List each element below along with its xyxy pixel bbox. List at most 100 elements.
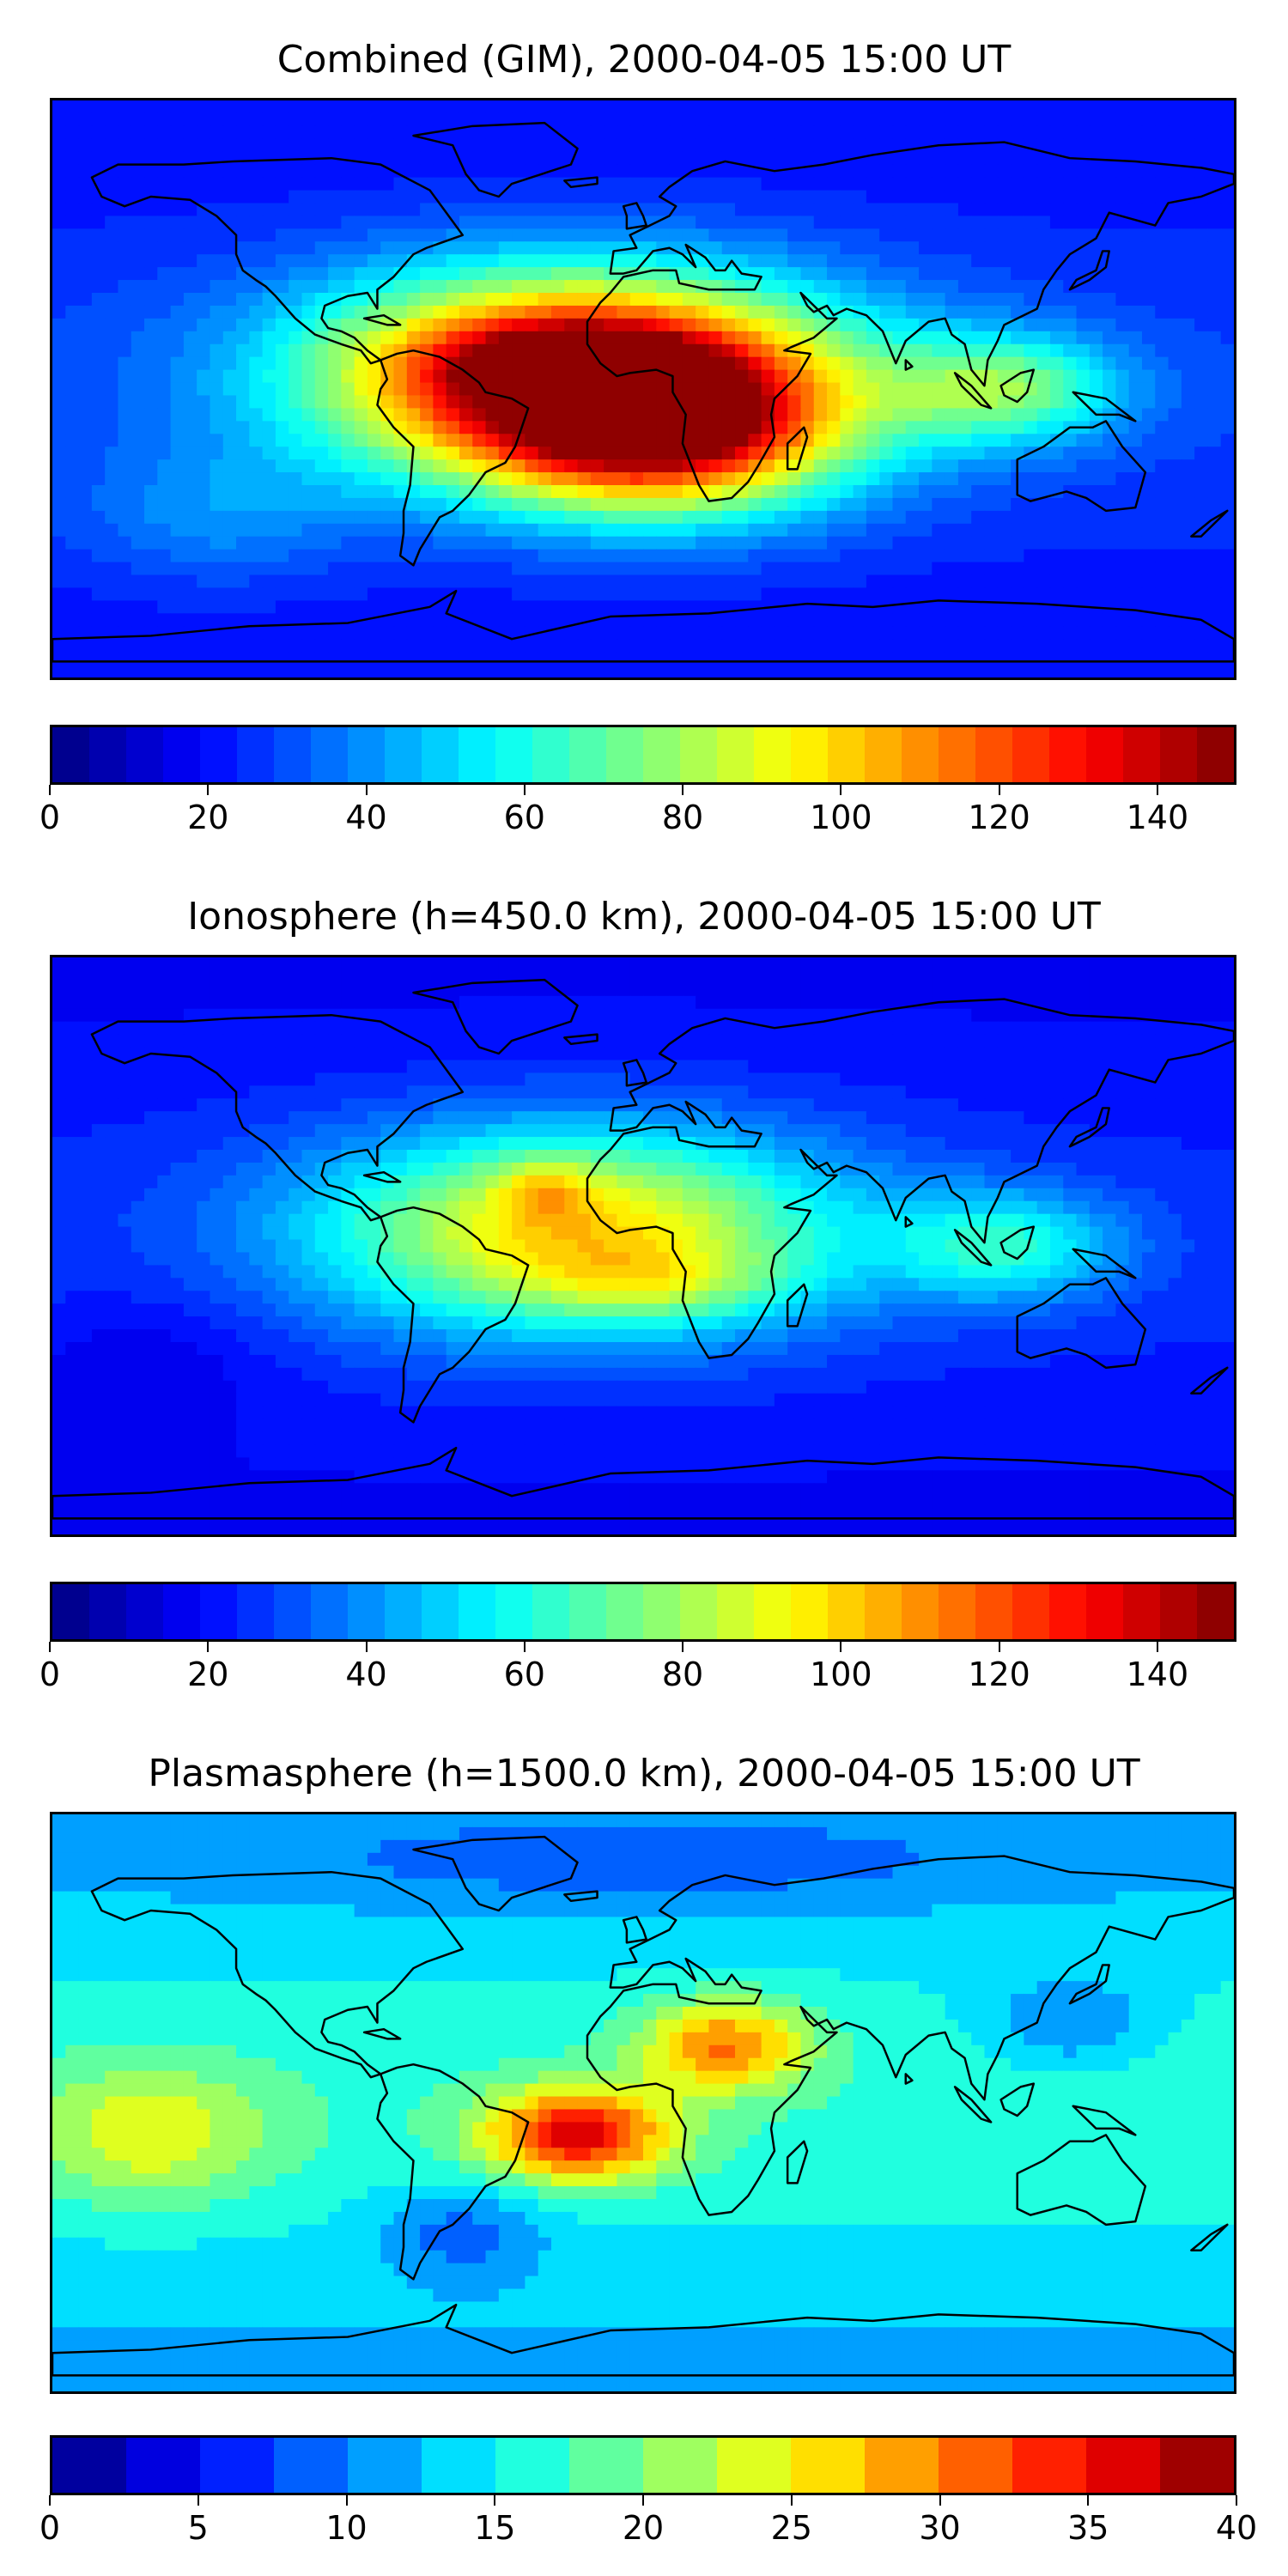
- colorbar-tick-label: 140: [1126, 1656, 1189, 1693]
- colorbar-segment: [385, 727, 422, 782]
- coastlines: [52, 121, 1234, 663]
- colorbar-segment: [791, 727, 828, 782]
- coastline: [563, 176, 598, 189]
- coastline: [586, 141, 1234, 502]
- field-cells: [52, 100, 1234, 677]
- colorbar-segment: [532, 1584, 569, 1639]
- colorbar-segment: [126, 2438, 200, 2493]
- colorbar-segment: [200, 2438, 274, 2493]
- panel-title-combined: Combined (GIM), 2000-04-05 15:00 UT: [276, 38, 1012, 82]
- colorbar-tick: [1156, 1642, 1158, 1652]
- coastline: [1068, 1964, 1110, 2005]
- field-cells: [52, 1814, 1234, 2391]
- coastline: [1016, 1277, 1147, 1370]
- colorbar-segment: [52, 727, 89, 782]
- coastline: [999, 1225, 1036, 1261]
- coastline: [1068, 1107, 1110, 1148]
- coastline: [1072, 1248, 1137, 1279]
- map-svg-plasmasphere: [52, 1814, 1234, 2391]
- coastline: [376, 349, 530, 567]
- colorbar-segment: [385, 1584, 422, 1639]
- colorbar-tick: [998, 785, 1000, 795]
- colorbar-segment: [939, 2438, 1012, 2493]
- colorbar-segment: [939, 727, 975, 782]
- colorbar-tick: [939, 2495, 941, 2506]
- colorbar-segment: [422, 1584, 459, 1639]
- colorbar-tick-label: 0: [39, 799, 61, 836]
- coastline: [52, 1446, 1234, 1520]
- coastline: [953, 2086, 993, 2123]
- colorbar-segment: [865, 1584, 902, 1639]
- coastline: [412, 121, 579, 198]
- map-svg-ionosphere: [52, 957, 1234, 1534]
- colorbar-tick-label: 10: [325, 2509, 368, 2547]
- coastline: [90, 1013, 465, 1222]
- colorbar-tick-label: 20: [622, 2509, 665, 2547]
- map-svg-combined: [52, 100, 1234, 677]
- map-combined: [50, 98, 1236, 680]
- colorbar-segment: [643, 2438, 717, 2493]
- colorbar-segment: [274, 1584, 311, 1639]
- coastline: [1072, 2105, 1137, 2136]
- colorbar-tick-label: 30: [919, 2509, 961, 2547]
- colorbar-tick-label: 80: [661, 799, 704, 836]
- colorbar-tick-label: 0: [39, 2509, 61, 2547]
- colorbar-segment: [274, 727, 311, 782]
- map-plasmasphere: [50, 1812, 1236, 2394]
- colorbar-segment: [754, 727, 791, 782]
- colorbar-tick-label: 100: [810, 1656, 872, 1693]
- coastline: [622, 1916, 648, 1944]
- map-ionosphere: [50, 955, 1236, 1537]
- colorbar-tick-label: 120: [968, 799, 1030, 836]
- colorbar-tick: [494, 2495, 496, 2506]
- colorbar-tick: [523, 1642, 526, 1652]
- colorbar-tick-label: 40: [345, 799, 387, 836]
- coastline: [786, 1283, 809, 1327]
- colorbar-segment: [422, 2438, 495, 2493]
- colorbar-tick: [682, 785, 684, 795]
- colorbar-segment: [828, 1584, 865, 1639]
- coastline: [90, 156, 465, 365]
- coastline: [412, 1835, 579, 1912]
- colorbar-segment: [606, 1584, 643, 1639]
- coastline: [362, 2027, 402, 2040]
- panel-title-ionosphere: Ionosphere (h=450.0 km), 2000-04-05 15:0…: [187, 895, 1101, 939]
- colorbar-tick: [365, 1642, 368, 1652]
- colorbar-tick: [197, 2495, 199, 2506]
- coastline: [376, 1206, 530, 1424]
- panel-title-plasmasphere: Plasmasphere (h=1500.0 km), 2000-04-05 1…: [148, 1752, 1140, 1795]
- colorbar-ionosphere: [50, 1582, 1236, 1642]
- field-cells: [52, 957, 1234, 1534]
- colorbar-tick: [49, 785, 51, 795]
- colorbar-segment: [791, 1584, 828, 1639]
- colorbar-segment: [1049, 1584, 1086, 1639]
- colorbar-segment: [348, 1584, 385, 1639]
- colorbar-tick-label: 20: [187, 799, 229, 836]
- colorbar-segment: [200, 1584, 237, 1639]
- colorbar-segment: [569, 2438, 643, 2493]
- colorbar-segment: [348, 727, 385, 782]
- coastline: [1072, 391, 1137, 422]
- colorbar-segment: [1197, 727, 1234, 782]
- colorbar-tick: [1236, 2495, 1237, 2506]
- colorbar-segment: [1049, 727, 1086, 782]
- colorbar-tick-label: 100: [810, 799, 872, 836]
- coastline: [622, 1059, 648, 1087]
- colorbar-tick: [682, 1642, 684, 1652]
- colorbar-tick-label: 140: [1126, 799, 1189, 836]
- colorbar-ticks-plasmasphere: 0 5 10 15 20 25 30 35 40: [39, 2495, 1257, 2547]
- colorbar-tick: [345, 2495, 348, 2506]
- colorbar-segment: [569, 1584, 606, 1639]
- colorbar-tick-label: 60: [503, 1656, 545, 1693]
- colorbar-segment: [569, 727, 606, 782]
- coastline: [786, 2140, 809, 2184]
- colorbar-segment: [828, 727, 865, 782]
- coastline: [563, 1033, 598, 1046]
- colorbar-segment: [680, 1584, 717, 1639]
- coastline: [622, 202, 648, 230]
- colorbar-segment: [311, 1584, 348, 1639]
- colorbar-segment: [348, 2438, 422, 2493]
- colorbar-tick: [49, 1642, 51, 1652]
- colorbar-segment: [1160, 2438, 1234, 2493]
- coastline: [376, 2063, 530, 2281]
